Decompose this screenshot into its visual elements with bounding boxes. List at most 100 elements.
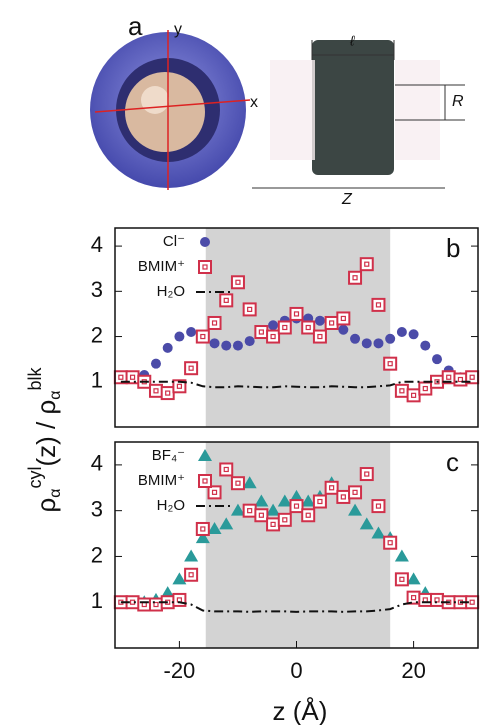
data-point [301,320,316,335]
legend-swatch [200,237,210,247]
point-core [434,379,440,385]
data-point [408,329,419,340]
data-point [324,315,339,330]
data-point [396,327,407,338]
point-core [176,383,183,389]
data-point [420,340,431,351]
plot-frame [114,227,479,428]
point-core [235,279,241,285]
point-core [340,315,346,322]
data-point [348,503,363,516]
data-point [207,521,222,534]
point-core [364,261,370,267]
point-core [223,297,229,303]
x-axis-arrow [94,99,251,113]
shaded-pore [205,228,391,427]
data-point [221,340,232,351]
data-point [254,494,269,507]
y-axis-title: ραcyl(z) / ραblk [25,366,64,512]
legend-label: BMIM⁺ [138,472,185,489]
x-axis-title: z (Å) [273,696,328,725]
point-core [375,503,382,509]
y-title-part: ρ [31,498,61,513]
point-core [258,329,264,335]
point-core [270,333,276,340]
data-point [219,462,234,477]
data-point [219,517,234,530]
panel: 1 2 3 4 -20 0 20 BF₄⁻ BMIM⁺ H₂O c [91,441,480,683]
y-tick-label: 4 [91,232,103,257]
axis-label: y [174,21,182,38]
data-point [160,386,175,401]
panel-label: c [446,447,459,477]
legend-label: H₂O [157,497,185,514]
data-point [289,306,304,321]
point-core [399,388,405,394]
data-point [371,297,386,312]
data-point [268,320,279,331]
data-point [301,494,316,507]
y-title-part: α [47,489,64,498]
data-point [266,517,281,532]
legend-label: BMIM⁺ [138,258,185,275]
point-core [202,264,208,270]
legend-label: BF₄⁻ [152,447,185,464]
data-point [195,531,210,544]
data-point [361,338,372,349]
data-point [195,521,210,536]
point-core [188,365,194,371]
data-point [277,494,292,507]
data-point [394,549,409,562]
y-title-part: cyl [25,467,45,489]
data-point [453,372,468,387]
data-point [312,494,327,509]
point-core [202,478,208,484]
data-point [314,315,325,326]
data-point [418,592,433,607]
data-point [207,315,222,330]
point-core [329,485,335,491]
radius-label: R [452,93,464,110]
point-core [270,521,276,528]
data-point [406,572,421,585]
point-core [188,572,194,578]
point-core [434,597,440,603]
data-point [371,526,386,539]
point-core [422,385,428,392]
data-point [172,592,187,607]
point-core [200,526,206,532]
data-point [195,329,210,344]
data-point [254,508,269,523]
data-point [312,329,327,344]
point-core [410,595,417,601]
data-point [336,311,351,326]
data-point [266,329,281,344]
point-core [200,333,206,340]
y-title-part: blk [25,366,45,390]
panel-label: b [446,233,460,263]
pore-cylinder [312,40,394,175]
data-point [160,586,175,599]
y-tick-label: 1 [91,588,103,613]
point-core [317,498,323,505]
data-point [148,597,163,612]
data-point [184,549,199,562]
data-point [385,333,396,344]
y-title-part: α [47,390,64,399]
point-core [282,324,288,331]
data-point [184,361,199,376]
point-core [352,489,358,495]
data-point [324,480,339,495]
y-title-part: ρ [31,400,61,415]
point-core [211,320,218,326]
y-title-part: (z) / [31,415,61,467]
data-point [383,356,398,371]
point-core [352,275,358,281]
point-core [247,508,253,514]
y-tick-label: 4 [91,451,103,476]
point-core [399,576,405,582]
y-tick-label: 3 [91,496,103,521]
point-core [387,361,393,367]
data-point [383,535,398,550]
